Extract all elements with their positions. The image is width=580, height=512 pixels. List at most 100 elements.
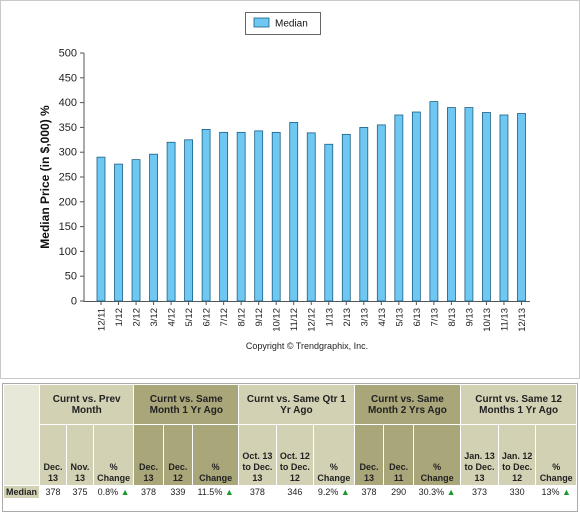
- bar-12-13: [517, 113, 526, 302]
- comparison-table-panel: Curnt vs. Prev Month Curnt vs. Same Month…: [2, 383, 578, 512]
- column-header: % Change: [536, 425, 576, 485]
- x-tick-label: 11/12: [289, 308, 300, 331]
- x-tick-label: 10/13: [482, 308, 493, 332]
- x-tick-label: 5/13: [394, 308, 405, 327]
- x-tick-label: 8/12: [237, 308, 248, 327]
- column-header: Dec. 13: [40, 425, 67, 485]
- y-tick-label: 350: [59, 122, 77, 134]
- percent-change-value: 9.2%: [317, 487, 339, 497]
- bar-10-12: [271, 131, 281, 302]
- comparison-table: Curnt vs. Prev Month Curnt vs. Same Month…: [3, 384, 577, 499]
- bar-11-12: [289, 122, 299, 302]
- bar-5-12: [184, 139, 194, 302]
- column-header: Jan. 13 to Dec. 13: [461, 425, 498, 485]
- y-tick-label: 400: [59, 97, 77, 109]
- x-tick-label: 9/12: [254, 308, 265, 327]
- column-header: Dec. 11: [384, 425, 413, 485]
- bar-3-12: [149, 153, 158, 302]
- column-header: Dec. 13: [134, 425, 163, 485]
- column-header: Nov. 13: [67, 425, 93, 485]
- x-tick-label: 10/12: [272, 308, 283, 332]
- value-cell: 346: [276, 486, 314, 498]
- bar-12-12: [306, 132, 316, 302]
- value-cell: 378: [239, 486, 276, 498]
- group-header: Curnt vs. Prev Month: [40, 385, 134, 424]
- x-tick-label: 11/13: [499, 308, 510, 331]
- column-header: Dec. 12: [163, 425, 193, 485]
- bar-7-13: [429, 101, 439, 302]
- bar-3-13: [359, 127, 369, 302]
- x-tick-label: 8/13: [447, 308, 458, 327]
- bar-9-12: [254, 130, 264, 302]
- x-tick-label: 6/12: [202, 308, 213, 327]
- up-arrow-icon: ▲: [444, 487, 456, 497]
- bar-5-13: [394, 114, 404, 302]
- x-tick-label: 3/12: [149, 308, 160, 327]
- bar-11-13: [499, 114, 509, 302]
- value-cell: 378: [134, 486, 163, 498]
- bar-10-13: [482, 112, 491, 302]
- percent-change-cell: 0.8% ▲: [93, 486, 134, 498]
- median-price-chart: 0 50 100 150 200 250 300 350 400 450 500 Median Pri…: [38, 12, 530, 351]
- x-tick-label: 4/12: [167, 308, 178, 327]
- value-cell: 373: [461, 486, 498, 498]
- percent-change-value: 13%: [541, 487, 560, 497]
- percent-change-value: 11.5%: [197, 487, 223, 497]
- value-cell: 290: [384, 486, 413, 498]
- row-label: Median: [4, 486, 40, 498]
- percent-change-cell: 11.5% ▲: [193, 486, 239, 498]
- table-corner-cell: [4, 385, 40, 485]
- y-tick-label: 450: [59, 72, 77, 84]
- bar-6-13: [411, 111, 421, 302]
- table-subheader-row: Dec. 13 Nov. 13% Change Dec. 13 Dec. 12% Ch…: [4, 425, 576, 485]
- y-tick-label: 150: [59, 221, 77, 233]
- bar-8-13: [446, 107, 456, 302]
- column-header: Oct. 12 to Dec. 12: [276, 425, 314, 485]
- y-tick-label: 100: [59, 246, 77, 258]
- x-tick-label: 5/12: [184, 308, 195, 327]
- x-tick-label: 7/12: [219, 308, 230, 327]
- column-header: % Change: [93, 425, 134, 485]
- value-cell: 378: [354, 486, 384, 498]
- x-tick-label: 1/12: [114, 308, 125, 327]
- y-axis-title: Median Price (in $,000) %: [38, 105, 52, 249]
- bar-4-13: [376, 124, 386, 302]
- up-arrow-icon: ▲: [118, 487, 130, 497]
- x-tick-label: 9/13: [464, 308, 475, 327]
- percent-change-value: 30.3%: [418, 487, 445, 497]
- x-tick-label: 1/13: [324, 308, 335, 327]
- group-header: Curnt vs. Same 12 Months 1 Yr Ago: [461, 385, 576, 424]
- value-cell: 378: [40, 486, 67, 498]
- chart-panel: 0 50 100 150 200 250 300 350 400 450 500 Median Pri…: [0, 0, 580, 379]
- group-header: Curnt vs. Same Month 2 Yrs Ago: [354, 385, 461, 424]
- column-header: % Change: [414, 425, 461, 485]
- table-row: Median 378 375 0.8% ▲ 378 339 11.5% ▲ 378 346 9.2…: [4, 486, 576, 498]
- x-tick-label: 6/13: [412, 308, 423, 327]
- group-header: Curnt vs. Same Month 1 Yr Ago: [134, 385, 239, 424]
- y-tick-label: 500: [59, 48, 77, 60]
- percent-change-cell: 30.3% ▲: [414, 486, 461, 498]
- column-header: Oct. 13 to Dec. 13: [239, 425, 276, 485]
- x-tick-label: 12/13: [517, 308, 528, 332]
- column-header: Jan. 12 to Dec. 12: [498, 425, 536, 485]
- percent-change-cell: 9.2% ▲: [314, 486, 354, 498]
- legend-label: Median: [275, 19, 308, 30]
- column-header: % Change: [193, 425, 239, 485]
- y-tick-label: 50: [65, 271, 77, 283]
- y-tick-label: 200: [59, 196, 77, 208]
- percent-change-value: 0.8%: [97, 487, 119, 497]
- up-arrow-icon: ▲: [338, 487, 350, 497]
- table-group-header-row: Curnt vs. Prev Month Curnt vs. Same Month…: [4, 385, 576, 485]
- x-tick-label: 12/11: [97, 308, 108, 331]
- copyright-text: Copyright © Trendgraphix, Inc.: [246, 341, 368, 351]
- value-cell: 330: [498, 486, 536, 498]
- bar-1-12: [114, 163, 123, 302]
- value-cell: 375: [67, 486, 93, 498]
- x-tick-label: 12/12: [307, 308, 318, 332]
- bar-7-12: [219, 131, 229, 302]
- up-arrow-icon: ▲: [559, 487, 571, 497]
- legend-swatch: [253, 17, 270, 28]
- percent-change-cell: 13% ▲: [536, 486, 576, 498]
- group-header: Curnt vs. Same Qtr 1 Yr Ago: [239, 385, 354, 424]
- column-header: Dec. 13: [354, 425, 384, 485]
